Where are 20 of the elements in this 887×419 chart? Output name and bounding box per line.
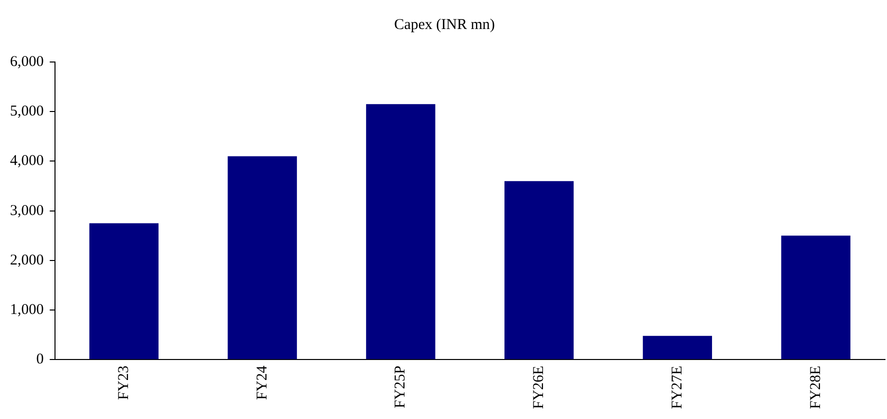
x-tick-label: FY23 <box>116 366 132 400</box>
bar <box>228 156 297 360</box>
x-tick-label: FY27E <box>669 366 686 410</box>
y-tick-label: 3,000 <box>10 202 44 219</box>
bar <box>642 336 712 360</box>
x-tick-label: FY28E <box>808 366 824 410</box>
y-tick-label: 5,000 <box>10 104 44 120</box>
x-tick-label: FY24 <box>254 365 270 400</box>
bar <box>504 181 574 360</box>
y-tick-label: 0 <box>36 352 44 368</box>
chart-title: Capex (INR mn) <box>394 16 495 33</box>
y-tick-label: 6,000 <box>10 54 44 70</box>
x-tick-label: FY26E <box>531 366 547 410</box>
y-tick-label: 1,000 <box>10 302 44 318</box>
bar <box>366 104 436 360</box>
bar <box>89 223 159 360</box>
x-tick-label: FY25P <box>392 366 409 408</box>
bar <box>781 236 850 360</box>
y-tick-label: 2,000 <box>10 252 44 268</box>
y-tick-label: 4,000 <box>10 153 44 170</box>
